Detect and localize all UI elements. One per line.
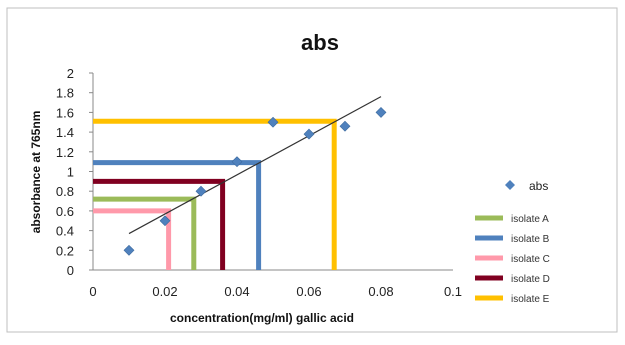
scatter-point [303, 128, 315, 140]
scatter-point [339, 120, 351, 132]
scatter-point [375, 106, 387, 118]
legend-label-isolate: isolate C [511, 254, 550, 265]
x-tick-label: 0.08 [368, 284, 393, 299]
scatter-point [159, 215, 171, 227]
trendline-group [128, 96, 382, 235]
legend-label-isolate: isolate E [511, 294, 550, 305]
y-tick-label: 1.2 [56, 145, 74, 160]
x-axis-label: concentration(mg/ml) gallic acid [170, 311, 354, 325]
isolate-line [93, 196, 197, 270]
y-tick-label: 1.8 [56, 86, 74, 101]
y-tick-label: 2 [67, 66, 74, 81]
x-tick-label: 0.02 [152, 284, 177, 299]
y-tick-label: 1 [67, 165, 74, 180]
scatter-point [195, 185, 207, 197]
scatter-points-group [123, 106, 387, 256]
scatter-point [231, 156, 243, 168]
scatter-point [267, 116, 279, 128]
x-tick-label: 0.06 [296, 284, 321, 299]
legend-label-isolate: isolate A [511, 214, 549, 225]
axes-group: 0 0.2 0.4 0.6 0.8 1 1.2 1.4 1.6 1.8 2 0 0.02 0.04 0.06… [56, 66, 462, 299]
x-tick-label: 0.04 [224, 284, 249, 299]
isolate-line [93, 118, 337, 270]
trendline [128, 96, 382, 235]
isolate-line [93, 208, 172, 270]
legend-marker-abs [505, 180, 515, 190]
x-tick-label: 0 [89, 284, 96, 299]
legend-label-abs: abs [529, 179, 548, 193]
chart-border [6, 7, 618, 333]
y-tick-label: 1.6 [56, 105, 74, 120]
isolate-line [93, 178, 226, 270]
legend-label-isolate: isolate D [511, 274, 550, 285]
scatter-point [123, 244, 135, 256]
y-tick-label: 1.4 [56, 125, 74, 140]
x-tick-label: 0.1 [444, 284, 462, 299]
legend-label-isolate: isolate B [511, 234, 550, 245]
y-tick-label: 0 [67, 263, 74, 278]
y-tick-label: 0.2 [56, 243, 74, 258]
chart-title: abs [301, 30, 339, 55]
y-tick-label: 0.4 [56, 224, 74, 239]
y-axis-label: absorbance at 765nm [29, 111, 43, 234]
legend: abs isolate A isolate B isolate C isolate D i… [475, 179, 550, 305]
y-tick-label: 0.8 [56, 184, 74, 199]
isolate-lines-group [93, 118, 337, 270]
y-tick-label: 0.6 [56, 204, 74, 219]
